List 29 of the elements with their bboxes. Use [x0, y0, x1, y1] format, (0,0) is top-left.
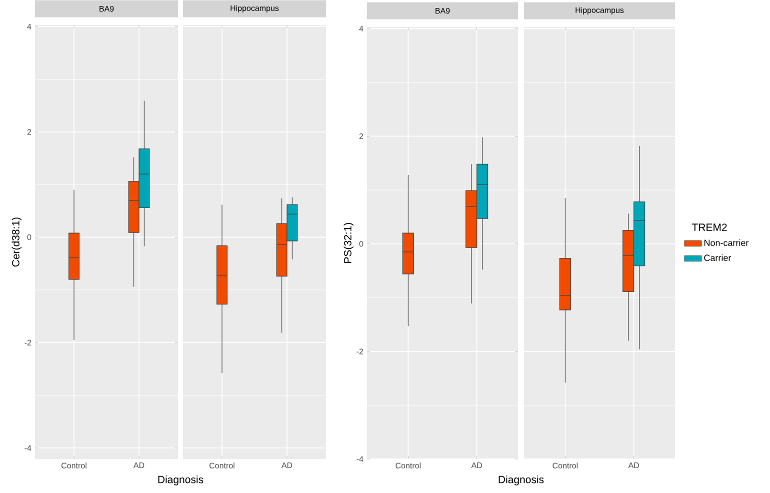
- chart-title: Hippocampus: [230, 5, 279, 13]
- y-tick-label: 2: [359, 133, 364, 140]
- chart-title: Hippocampus: [576, 7, 624, 15]
- x-tick-label: Control: [210, 462, 234, 468]
- x-tick-label: Control: [62, 462, 86, 468]
- x-tick-label: AD: [628, 462, 639, 468]
- x-axis-title: Diagnosis: [498, 476, 544, 486]
- chart-title: BA9: [100, 6, 114, 12]
- y-tick-label: 4: [27, 24, 32, 30]
- x-axis-title: Diagnosis: [158, 476, 204, 486]
- y-tick-label: -2: [356, 348, 364, 354]
- legend-label: Carrier: [704, 254, 732, 262]
- x-tick-label: AD: [281, 462, 292, 468]
- x-tick-label: Control: [396, 462, 421, 468]
- x-tick-label: AD: [133, 462, 144, 468]
- y-tick-label: 4: [359, 26, 364, 32]
- legend-title: TREM2: [692, 224, 727, 231]
- x-tick-label: AD: [471, 462, 482, 468]
- y-tick-label: 0: [27, 234, 32, 240]
- x-tick-label: Control: [552, 462, 578, 468]
- legend-label: Non-carrier: [704, 239, 749, 246]
- y-tick-label: 2: [27, 129, 32, 135]
- y-tick-label: -4: [24, 445, 32, 451]
- y-axis-title: PS(32:1): [344, 222, 354, 263]
- y-axis-title: Cer(d38:1): [12, 218, 22, 267]
- y-tick-label: -4: [356, 456, 364, 462]
- y-tick-label: -2: [24, 340, 32, 346]
- y-tick-label: 0: [359, 240, 364, 247]
- chart-title: BA9: [436, 8, 450, 14]
